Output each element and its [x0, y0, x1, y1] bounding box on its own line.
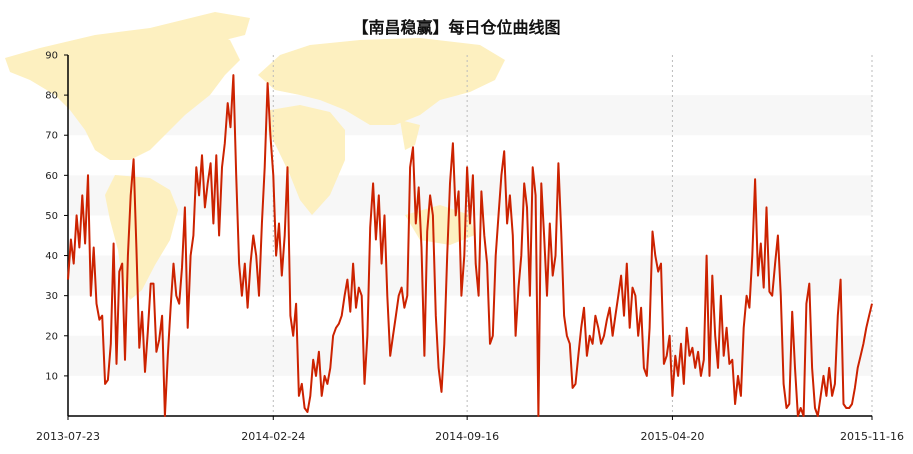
y-axis-ticks: 10 20 30 40 50 60 70 80 90 [45, 51, 68, 382]
y-tick-label: 70 [45, 131, 58, 142]
map-landmass [405, 205, 475, 245]
grid-band [68, 95, 872, 136]
map-landmass [258, 38, 505, 125]
series-group [67, 74, 873, 417]
axes [67, 55, 872, 417]
x-tick-label: 2013-07-23 [36, 430, 100, 443]
map-landmass [400, 120, 420, 150]
x-axis-ticks: 2013-07-23 2014-02-24 2014-09-16 2015-04-20… [36, 416, 904, 443]
x-tick-label: 2014-02-24 [241, 430, 305, 443]
grid-band [68, 255, 872, 296]
y-tick-label: 50 [45, 211, 58, 222]
y-tick-label: 90 [45, 51, 58, 62]
chart-title: 【南昌稳赢】每日仓位曲线图 [352, 18, 561, 37]
y-tick-label: 20 [45, 331, 58, 342]
y-tick-label: 30 [45, 291, 58, 302]
y-tick-label: 80 [45, 91, 58, 102]
grid-band [68, 335, 872, 376]
map-landmass [268, 105, 345, 215]
x-tick-label: 2014-09-16 [435, 430, 499, 443]
vertical-gridlines [272, 55, 873, 416]
x-tick-label: 2015-04-20 [640, 430, 704, 443]
map-landmass [5, 28, 240, 160]
grid-bands [68, 95, 872, 376]
x-tick-label: 2015-11-16 [840, 430, 904, 443]
y-tick-label: 60 [45, 171, 58, 182]
map-landmass [150, 12, 250, 40]
series-line [67, 74, 873, 417]
y-tick-label: 10 [45, 371, 58, 382]
y-tick-label: 40 [45, 251, 58, 262]
world-map-watermark [5, 12, 505, 300]
